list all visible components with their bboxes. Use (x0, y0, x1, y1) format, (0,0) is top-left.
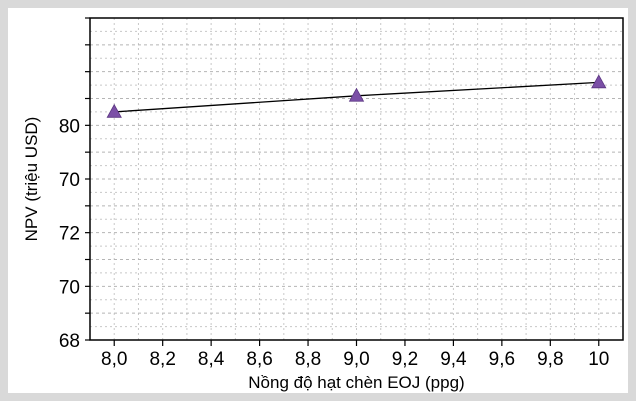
line-chart: 68 70 72 70 80 8,0 8,2 8,4 8,6 8,8 9,0 9,2 9,4 9,6 9,… (22, 17, 624, 392)
x-tick-label: 9,0 (343, 349, 369, 370)
y-tick-label: 80 (59, 116, 80, 137)
chart-frame: 68 70 72 70 80 8,0 8,2 8,4 8,6 8,8 9,0 9,2 9,4 9,6 9,… (8, 8, 628, 393)
data-point-marker (106, 103, 122, 118)
x-tick-label: 8,4 (198, 349, 225, 370)
x-tick-label: 10 (588, 349, 609, 370)
x-axis-title: Nồng độ hạt chèn EOJ (ppg) (248, 373, 464, 392)
x-tick-label: 8,8 (295, 349, 321, 370)
y-tick-label: 70 (59, 170, 80, 191)
x-tick-label: 8,2 (149, 349, 175, 370)
x-tick-label: 9,2 (392, 349, 418, 370)
x-tick-label: 9,8 (537, 349, 563, 370)
y-tick-label: 72 (59, 224, 80, 245)
series-group (106, 74, 607, 118)
y-axis-title: NPV (triệu USD) (22, 117, 41, 242)
grid-major (90, 17, 623, 341)
x-tick-label: 9,6 (489, 349, 515, 370)
x-tick-label: 8,6 (246, 349, 272, 370)
x-tick-label: 8,0 (101, 349, 127, 370)
y-axis-ticks: 68 70 72 70 80 (59, 17, 90, 352)
data-point-marker (591, 74, 607, 89)
x-axis-ticks: 8,0 8,2 8,4 8,6 8,8 9,0 9,2 9,4 9,6 9,8 10 (101, 340, 609, 370)
y-tick-label: 68 (59, 331, 80, 352)
x-tick-label: 9,4 (440, 349, 467, 370)
y-tick-label: 70 (59, 277, 80, 298)
data-point-marker (348, 87, 365, 102)
